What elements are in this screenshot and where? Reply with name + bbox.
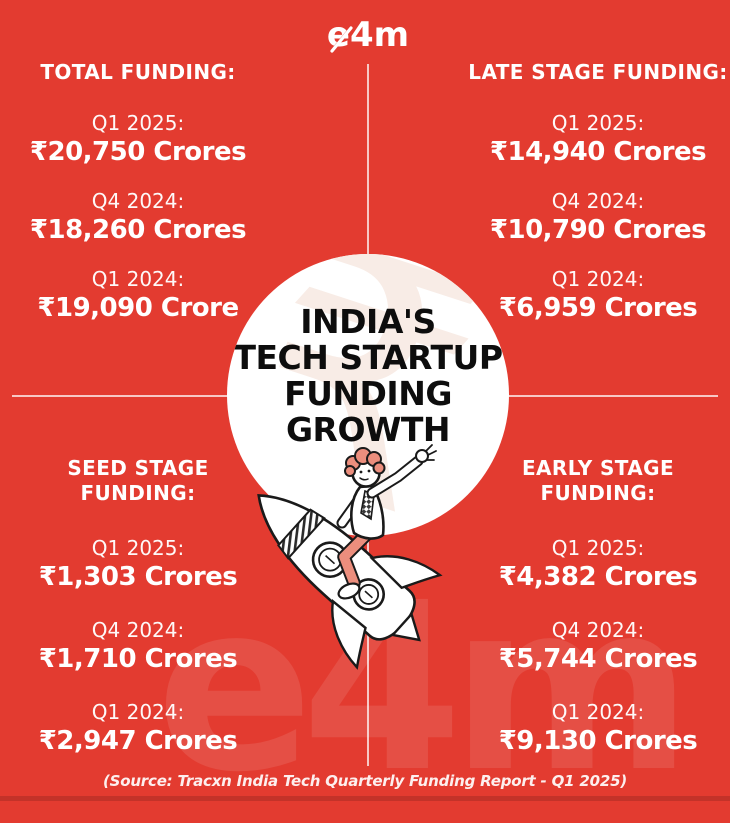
section-heading: EARLY STAGE FUNDING: — [521, 456, 675, 505]
porthole-2-glare — [364, 590, 373, 599]
funding-value: ₹14,940 Crores — [489, 137, 707, 167]
rider-group — [336, 444, 437, 600]
funding-value: ₹5,744 Crores — [498, 644, 698, 674]
section-total-funding: TOTAL FUNDING: Q1 2025: ₹20,750 Crores Q… — [8, 60, 268, 345]
funding-value: ₹9,130 Crores — [498, 726, 698, 756]
e4m-logo-icon: e4m — [327, 15, 409, 55]
section-heading: SEED STAGE FUNDING: — [67, 456, 209, 505]
rocket-fin-right — [369, 555, 443, 590]
quarter-label: Q1 2024: — [551, 700, 645, 724]
quarter-label: Q4 2024: — [91, 618, 185, 642]
rider-leg — [339, 528, 373, 588]
quarter-label: Q1 2024: — [91, 700, 185, 724]
funding-value: ₹4,382 Crores — [498, 562, 698, 592]
divider-horizontal-right — [506, 395, 718, 397]
bottom-edge-strip — [0, 796, 730, 801]
section-heading: TOTAL FUNDING: — [40, 60, 236, 84]
e4m-logo-text: e4m — [327, 15, 409, 55]
rider-eye-left — [359, 470, 363, 474]
funding-value: ₹20,750 Crores — [29, 137, 247, 167]
section-early-stage-funding: EARLY STAGE FUNDING: Q1 2025: ₹4,382 Cro… — [468, 456, 728, 782]
quarter-label: Q1 2025: — [91, 111, 185, 135]
section-seed-stage-funding: SEED STAGE FUNDING: Q1 2025: ₹1,303 Cror… — [8, 456, 268, 782]
funding-value: ₹2,947 Crores — [38, 726, 238, 756]
funding-entry: Q1 2024: ₹6,959 Crores — [468, 267, 728, 323]
funding-entry: Q4 2024: ₹5,744 Crores — [468, 618, 728, 674]
funding-entry: Q1 2025: ₹14,940 Crores — [468, 111, 728, 167]
source-attribution: (Source: Tracxn India Tech Quarterly Fun… — [102, 772, 628, 790]
rocket-rider-illustration — [250, 425, 485, 675]
quarter-label: Q1 2025: — [551, 111, 645, 135]
quarter-label: Q1 2025: — [551, 536, 645, 560]
divider-horizontal-left — [12, 395, 228, 397]
quarter-label: Q4 2024: — [91, 189, 185, 213]
quarter-label: Q1 2025: — [91, 536, 185, 560]
porthole-1-glare — [325, 555, 336, 565]
title-line-4: GROWTH — [285, 410, 451, 449]
title-line-3: FUNDING — [284, 374, 452, 413]
e4m-logo: e4m — [318, 12, 418, 58]
title-line-2: TECH STARTUP — [233, 338, 503, 377]
funding-entry: Q1 2025: ₹4,382 Crores — [468, 536, 728, 592]
center-circle: ₹ INDIA'S TECH STARTUP FUNDING GROWTH — [227, 254, 509, 536]
funding-entry: Q1 2024: ₹19,090 Crore — [8, 267, 268, 323]
infographic-canvas: e4m e4m ₹ INDIA'S TECH STARTUP FUNDING G… — [0, 12, 730, 823]
funding-entry: Q4 2024: ₹1,710 Crores — [8, 618, 268, 674]
title-line-1: INDIA'S — [300, 302, 436, 341]
funding-value: ₹19,090 Crore — [37, 293, 239, 323]
funding-value: ₹6,959 Crores — [498, 293, 698, 323]
funding-entry: Q4 2024: ₹10,790 Crores — [468, 189, 728, 245]
rocket-nose-band — [277, 508, 326, 560]
rider-fingers — [425, 444, 437, 461]
rider-shoe — [337, 582, 361, 600]
rider-eye-right — [367, 469, 371, 473]
funding-entry: Q4 2024: ₹18,260 Crores — [8, 189, 268, 245]
funding-entry: Q1 2024: ₹9,130 Crores — [468, 700, 728, 756]
funding-entry: Q1 2024: ₹2,947 Crores — [8, 700, 268, 756]
funding-value: ₹10,790 Crores — [489, 215, 707, 245]
rocket-tail-fin — [390, 611, 421, 642]
funding-entry: Q1 2025: ₹1,303 Crores — [8, 536, 268, 592]
quarter-label: Q1 2024: — [91, 267, 185, 291]
e4m-watermark: e4m — [156, 553, 693, 823]
quarter-label: Q1 2024: — [551, 267, 645, 291]
rider-arm-wave — [368, 457, 422, 497]
rider-smile — [359, 477, 369, 481]
divider-vertical-top — [367, 64, 369, 254]
funding-value: ₹1,710 Crores — [38, 644, 238, 674]
quarter-label: Q4 2024: — [551, 618, 645, 642]
section-late-stage-funding: LATE STAGE FUNDING: Q1 2025: ₹14,940 Cro… — [468, 60, 728, 345]
section-heading: LATE STAGE FUNDING: — [468, 60, 728, 84]
divider-vertical-bottom — [367, 538, 369, 766]
rider-hair — [344, 447, 386, 477]
funding-value: ₹18,260 Crores — [29, 215, 247, 245]
rocket-fin-left — [331, 599, 367, 670]
quarter-label: Q4 2024: — [551, 189, 645, 213]
rider-hand — [415, 449, 429, 463]
page-title: INDIA'S TECH STARTUP FUNDING GROWTH — [227, 304, 509, 448]
logo-slash — [330, 26, 353, 53]
funding-entry: Q1 2025: ₹20,750 Crores — [8, 111, 268, 167]
funding-value: ₹1,303 Crores — [38, 562, 238, 592]
rocket-body-group — [257, 494, 443, 670]
rocket-illustration-icon — [257, 444, 443, 670]
